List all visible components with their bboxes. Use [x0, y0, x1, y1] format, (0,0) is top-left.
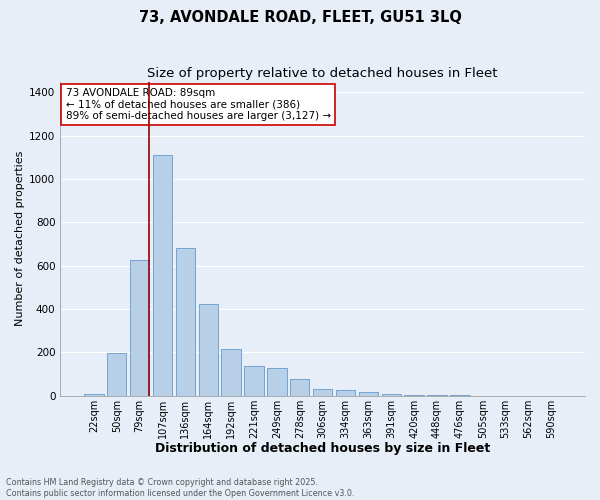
Bar	[267, 368, 287, 396]
Bar	[244, 366, 264, 396]
Title: Size of property relative to detached houses in Fleet: Size of property relative to detached ho…	[148, 68, 498, 80]
X-axis label: Distribution of detached houses by size in Fleet: Distribution of detached houses by size …	[155, 442, 490, 455]
Text: 73, AVONDALE ROAD, FLEET, GU51 3LQ: 73, AVONDALE ROAD, FLEET, GU51 3LQ	[139, 10, 461, 25]
Bar	[404, 394, 424, 396]
Bar	[313, 389, 332, 396]
Bar	[176, 248, 195, 396]
Bar	[359, 392, 378, 396]
Bar	[221, 349, 241, 396]
Bar	[382, 394, 401, 396]
Bar	[199, 304, 218, 396]
Text: 73 AVONDALE ROAD: 89sqm
← 11% of detached houses are smaller (386)
89% of semi-d: 73 AVONDALE ROAD: 89sqm ← 11% of detache…	[65, 88, 331, 121]
Text: Contains HM Land Registry data © Crown copyright and database right 2025.
Contai: Contains HM Land Registry data © Crown c…	[6, 478, 355, 498]
Bar	[153, 156, 172, 396]
Bar	[336, 390, 355, 396]
Bar	[130, 260, 149, 396]
Bar	[84, 394, 104, 396]
Bar	[107, 354, 127, 396]
Bar	[290, 380, 310, 396]
Y-axis label: Number of detached properties: Number of detached properties	[15, 151, 25, 326]
